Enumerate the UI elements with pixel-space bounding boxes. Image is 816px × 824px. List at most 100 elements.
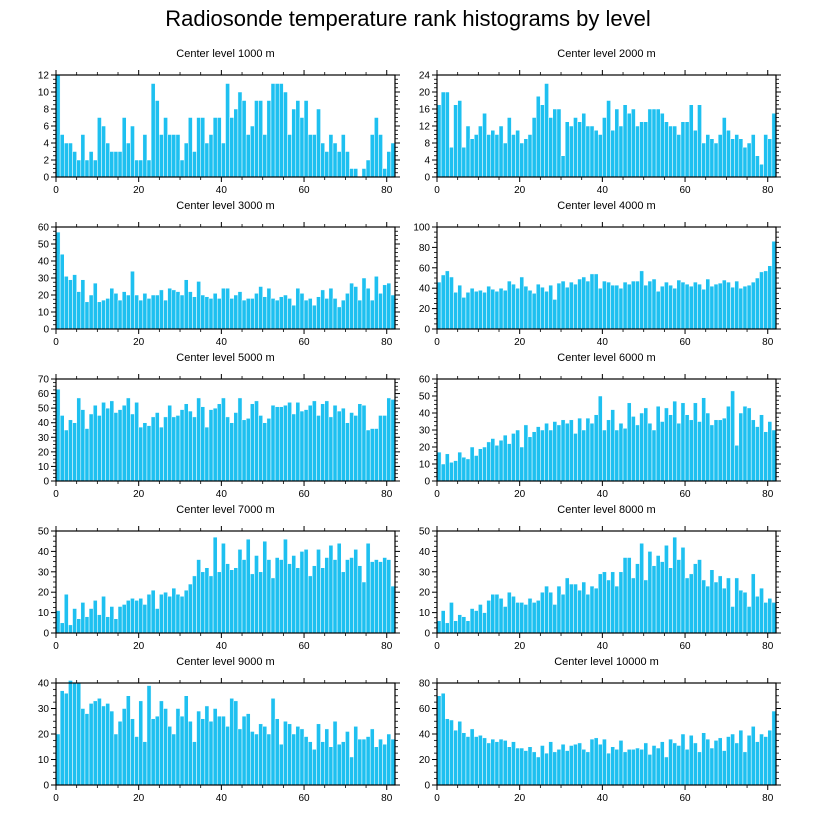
y-tick-label: 0 <box>43 781 49 792</box>
bar <box>490 438 496 482</box>
y-tick-label: 20 <box>38 291 50 302</box>
bar <box>72 422 77 482</box>
bar <box>734 445 740 482</box>
bar <box>659 285 665 330</box>
x-tick-label: 80 <box>381 641 393 652</box>
x-tick-label: 0 <box>53 793 59 804</box>
bar <box>449 276 454 330</box>
bar <box>237 728 243 786</box>
bar <box>167 134 172 178</box>
bar <box>328 134 334 178</box>
x-tick-label: 40 <box>597 489 609 500</box>
bar <box>254 100 259 178</box>
bar <box>216 403 222 482</box>
bar <box>101 596 106 634</box>
bar <box>357 403 363 482</box>
bar <box>722 279 727 330</box>
bar <box>755 277 760 330</box>
bar <box>266 559 272 634</box>
y-tick-label: 50 <box>419 392 431 403</box>
bar <box>445 622 450 634</box>
bar <box>307 134 313 178</box>
bar <box>523 604 529 634</box>
x-tick-label: 0 <box>434 337 440 348</box>
y-tick-label: 40 <box>38 257 50 268</box>
bar <box>498 439 504 482</box>
bar <box>154 294 160 330</box>
bar <box>295 402 301 482</box>
bar <box>750 726 756 786</box>
bar <box>535 756 541 786</box>
y-tick-label: 80 <box>419 243 431 254</box>
bar <box>540 745 545 786</box>
bar <box>361 277 367 330</box>
bar <box>746 735 752 786</box>
bar <box>121 404 127 482</box>
x-tick-label: 20 <box>514 489 526 500</box>
bar <box>453 729 458 786</box>
bar <box>544 291 549 330</box>
bar <box>353 549 359 634</box>
bar <box>72 608 77 634</box>
bar <box>597 395 603 482</box>
panel-title: Center level 10000 m <box>554 656 659 668</box>
bar <box>291 304 297 330</box>
bar <box>709 747 715 786</box>
bar <box>742 591 748 634</box>
bar <box>175 291 181 330</box>
bar <box>569 583 574 634</box>
bar <box>92 700 98 786</box>
bar <box>651 108 657 178</box>
bar <box>274 83 280 178</box>
bar <box>283 91 288 178</box>
bar <box>369 728 375 786</box>
bar <box>482 446 487 482</box>
bar <box>179 409 185 482</box>
x-tick-label: 40 <box>216 185 228 196</box>
bar <box>291 108 297 178</box>
bar <box>631 577 636 634</box>
bar <box>167 726 172 786</box>
bar <box>349 412 354 482</box>
bar <box>146 593 152 634</box>
bar <box>390 399 396 482</box>
bar <box>618 571 624 634</box>
bar <box>651 429 657 482</box>
y-tick-label: 30 <box>419 426 431 437</box>
bar <box>229 569 235 634</box>
bar <box>365 736 371 786</box>
bar <box>659 421 665 482</box>
x-tick-label: 60 <box>298 489 310 500</box>
bar <box>742 147 748 178</box>
bar <box>357 299 363 330</box>
bar <box>345 151 350 178</box>
histogram-panel-8: 0 10 20 30 40 50 0 20 40 60 80 Center level 8000 m <box>419 504 781 652</box>
bar <box>461 616 467 634</box>
bar <box>746 142 752 178</box>
bar <box>544 422 549 482</box>
bar <box>473 455 479 482</box>
y-tick-label: 10 <box>38 755 50 766</box>
bar <box>320 403 325 482</box>
bar <box>126 142 131 178</box>
bar <box>502 289 508 330</box>
x-tick-label: 20 <box>133 185 145 196</box>
panel-title: Center level 5000 m <box>176 352 274 364</box>
histogram-panel-1: 0 2 4 6 8 10 12 0 20 40 60 80 Center level 1000 m <box>38 48 400 196</box>
bar <box>349 168 354 178</box>
bar <box>602 117 607 178</box>
bar <box>655 108 661 178</box>
bar <box>680 547 686 634</box>
bar <box>759 414 764 482</box>
y-tick-label: 0 <box>424 781 430 792</box>
bar <box>262 134 268 178</box>
bar <box>502 142 508 178</box>
bar <box>278 559 284 634</box>
bar <box>461 456 467 482</box>
bar <box>196 710 201 786</box>
bar <box>581 113 587 178</box>
bar <box>717 282 723 330</box>
bar <box>746 606 752 634</box>
y-tick-label: 40 <box>419 409 431 420</box>
bar <box>386 397 392 482</box>
